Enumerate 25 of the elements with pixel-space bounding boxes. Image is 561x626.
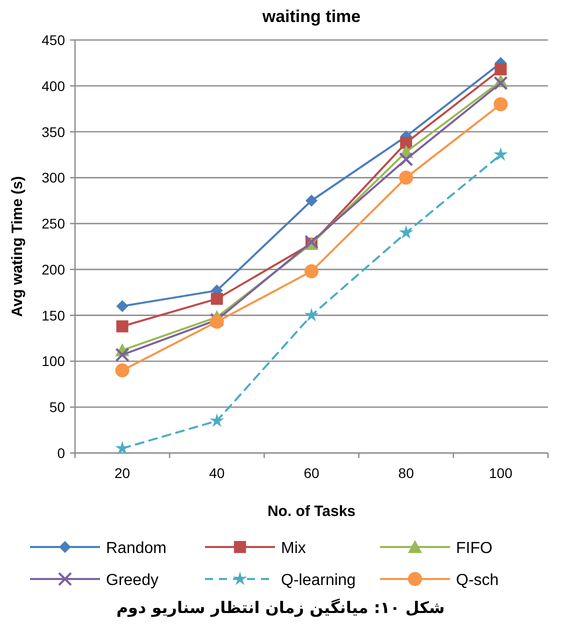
x-tick-label: 60 — [304, 465, 320, 481]
y-tick-label: 250 — [42, 216, 66, 232]
legend-label: Q-sch — [456, 572, 499, 589]
x-tick-label: 80 — [398, 465, 414, 481]
x-tick-label: 40 — [209, 465, 225, 481]
y-tick-label: 50 — [49, 399, 66, 416]
y-tick-label: 0 — [57, 445, 66, 461]
chart-title: waiting time — [261, 7, 361, 26]
x-tick-label: 20 — [114, 465, 130, 481]
y-tick-label: 450 — [42, 32, 66, 48]
y-tick-label: 150 — [42, 307, 66, 324]
legend-label: Greedy — [106, 572, 158, 589]
y-tick-label: 350 — [42, 124, 66, 140]
legend-label: Mix — [281, 540, 306, 557]
y-tick-label: 400 — [42, 78, 66, 94]
x-axis-title: No. of Tasks — [267, 503, 356, 520]
y-tick-label: 200 — [42, 261, 66, 278]
x-tick-label: 100 — [489, 465, 513, 481]
y-tick-label: 300 — [42, 170, 66, 186]
legend-label: Q-learning — [281, 572, 356, 589]
y-axis-title: Avg wating Time (s) — [9, 176, 26, 317]
text: شکل ۱۰: میانگین زمان انتظار سناریو دوم — [116, 598, 445, 617]
legend-label: Random — [106, 540, 166, 557]
legend-label: FIFO — [456, 540, 492, 557]
y-tick-label: 100 — [42, 353, 66, 370]
